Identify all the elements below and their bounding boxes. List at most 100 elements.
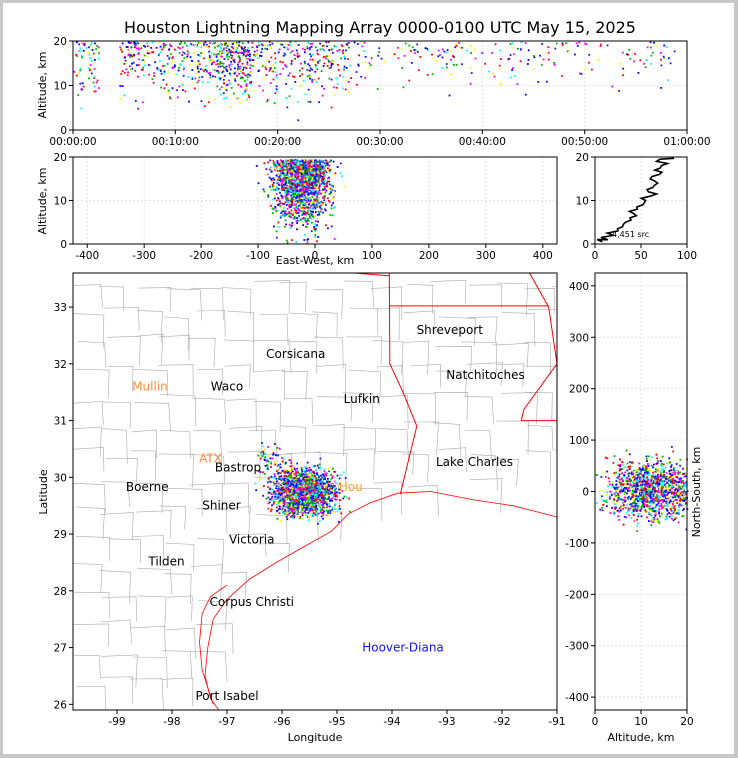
time-source-point: [131, 67, 134, 70]
time-source-point: [246, 87, 248, 90]
eastwest-source-point: [268, 168, 271, 171]
eastwest-xlabel: East-West, km: [276, 254, 354, 267]
plan-source-point: [292, 491, 295, 494]
time-source-point: [368, 62, 371, 65]
plan-source-point: [334, 508, 337, 511]
plan-source-point: [328, 503, 330, 505]
plan-source-point: [330, 493, 332, 496]
plan-source-point: [312, 511, 315, 514]
time-source-point: [241, 70, 243, 73]
plan-source-point: [323, 496, 326, 499]
plan-source-point: [279, 466, 282, 469]
county-line: [167, 595, 193, 621]
eastwest-source-point: [286, 239, 288, 242]
time-source-point: [309, 101, 312, 103]
eastwest-source-point: [319, 168, 322, 171]
plan-source-point: [338, 505, 341, 508]
eastwest-source-point: [307, 177, 309, 180]
eastwest-source-point: [285, 223, 287, 226]
time-source-point: [197, 70, 200, 73]
plan-source-point: [282, 490, 285, 492]
eastwest-source-point: [272, 212, 274, 215]
eastwest-source-point: [290, 203, 293, 205]
histogram-line: [596, 157, 675, 243]
time-source-point: [234, 78, 236, 80]
eastwest-source-point: [303, 178, 306, 181]
time-source-point: [173, 73, 176, 75]
time-source-point: [151, 78, 154, 80]
eastwest-source-point: [277, 221, 280, 224]
plan-source-point: [306, 502, 308, 505]
plan-source-point: [306, 506, 309, 509]
plan-source-point: [297, 482, 300, 485]
county-line: [254, 369, 285, 401]
county-line: [73, 563, 103, 594]
time-source-point: [247, 73, 250, 76]
time-source-point: [335, 77, 338, 80]
eastwest-source-point: [305, 221, 307, 223]
time-source-point: [273, 102, 276, 104]
time-source-point: [195, 64, 197, 67]
eastwest-source-point: [318, 182, 321, 184]
county-line: [527, 309, 557, 310]
plan-source-point: [296, 471, 299, 473]
plan-source-point: [327, 512, 329, 515]
eastwest-source-point: [269, 169, 272, 171]
eastwest-source-point: [310, 199, 312, 202]
eastwest-source-point: [276, 160, 279, 162]
time-source-point: [136, 47, 138, 50]
eastwest-source-point: [313, 200, 315, 203]
county-line: [107, 335, 141, 366]
eastwest-source-point: [308, 216, 311, 219]
eastwest-source-point: [294, 202, 296, 205]
county-line: [496, 363, 525, 387]
plan-source-point: [317, 496, 320, 499]
plan-source-point: [313, 474, 316, 477]
plan-source-point: [289, 484, 292, 487]
plan-source-point: [324, 488, 327, 491]
eastwest-source-point: [296, 162, 299, 165]
eastwest-source-point: [307, 174, 309, 177]
plan-source-point: [306, 476, 309, 478]
time-source-point: [342, 87, 344, 90]
county-line: [102, 401, 131, 429]
time-source-point: [240, 69, 243, 72]
county-line: [167, 288, 203, 321]
time-source-point: [219, 47, 222, 50]
eastwest-source-point: [290, 216, 292, 219]
plan-source-point: [301, 508, 304, 511]
plan-source-point: [306, 478, 309, 481]
eastwest-source-point: [321, 201, 324, 204]
plan-source-point: [331, 499, 334, 502]
eastwest-source-point: [310, 218, 313, 220]
eastwest-source-point: [322, 192, 325, 195]
eastwest-source-point: [292, 186, 295, 188]
plan-source-point: [278, 447, 281, 450]
eastwest-source-point: [284, 178, 287, 181]
eastwest-source-point: [327, 177, 329, 180]
eastwest-source-point: [323, 188, 326, 190]
plan-source-point: [323, 486, 326, 488]
county-line: [225, 398, 257, 432]
time-source-point: [171, 57, 174, 60]
eastwest-source-point: [294, 211, 297, 214]
plan-source-point: [300, 499, 303, 501]
plan-source-point: [320, 474, 322, 477]
plan-source-point: [320, 511, 322, 514]
eastwest-source-point: [286, 198, 289, 201]
eastwest-source-point: [305, 181, 308, 184]
time-source-point: [272, 69, 275, 71]
plan-source-point: [296, 480, 299, 483]
eastwest-source-point: [301, 181, 304, 184]
plan-source-point: [280, 498, 283, 501]
eastwest-source-point: [332, 185, 335, 188]
time-source-point: [266, 59, 269, 62]
time-source-point: [251, 59, 254, 61]
eastwest-source-point: [311, 193, 313, 196]
plan-source-point: [303, 472, 306, 474]
eastwest-source-point: [329, 214, 332, 216]
time-source-point: [231, 54, 234, 57]
time-source-point: [133, 41, 135, 44]
eastwest-source-point: [322, 165, 324, 168]
eastwest-source-point: [270, 179, 273, 182]
